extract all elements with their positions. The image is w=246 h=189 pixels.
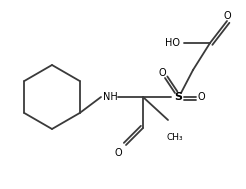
Text: HO: HO	[165, 38, 180, 48]
Text: O: O	[197, 92, 205, 102]
Text: O: O	[158, 68, 166, 78]
Text: CH₃: CH₃	[167, 133, 183, 143]
Text: O: O	[114, 148, 122, 158]
Text: O: O	[223, 11, 231, 21]
Text: S: S	[174, 92, 182, 102]
Text: NH: NH	[103, 92, 117, 102]
